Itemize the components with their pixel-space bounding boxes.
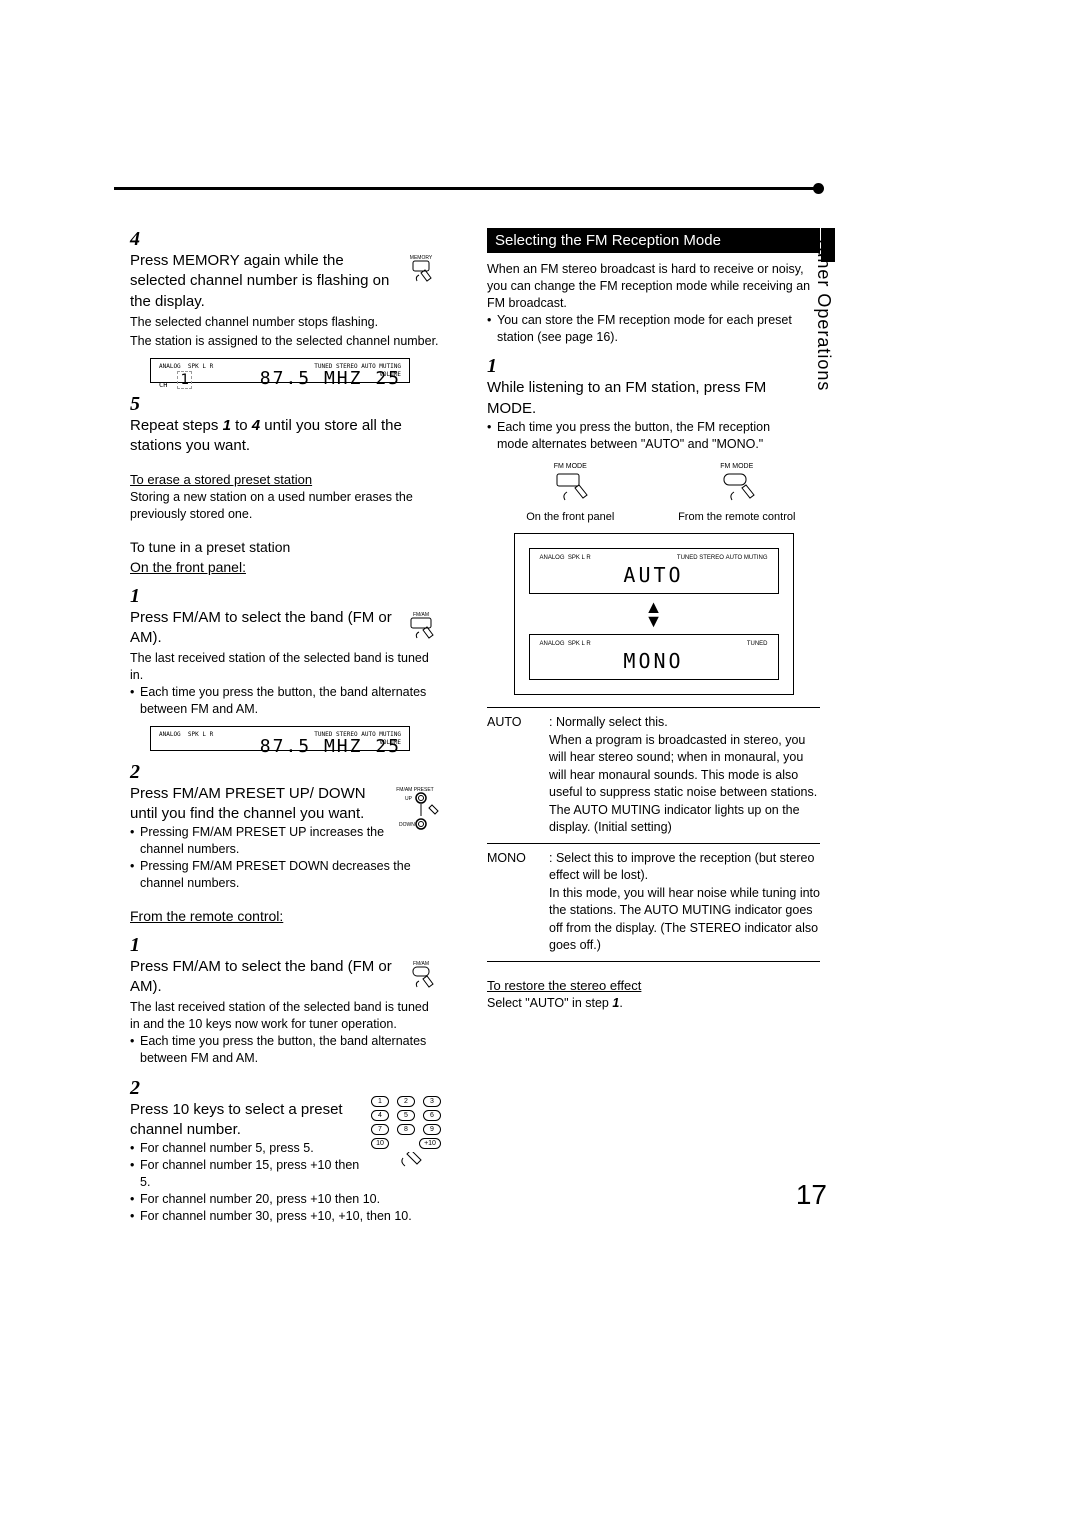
front-panel-step-1: 1 FM/AM Press FM/AM to select the band (… bbox=[130, 585, 463, 718]
lcd-display-2: ANALOG SPK L R TUNED STEREO AUTO MUTING … bbox=[150, 726, 410, 751]
button-illustrations: FM MODE On the front panel FM MODE From … bbox=[487, 463, 820, 523]
fp1-sub: The last received station of the selecte… bbox=[130, 650, 441, 684]
svg-text:FM/AM: FM/AM bbox=[413, 612, 429, 618]
step-text: 123 456 789 10+10 Press 10 keys to selec… bbox=[130, 1100, 441, 1225]
remote-control-heading: From the remote control: bbox=[130, 908, 463, 924]
mode-table: AUTO : Normally select this. When a prog… bbox=[487, 707, 820, 962]
step4-sub2: The station is assigned to the selected … bbox=[130, 333, 441, 350]
step-text: FM/AM Press FM/AM to select the band (FM… bbox=[130, 957, 441, 1067]
svg-text:FM/AM PRESET: FM/AM PRESET bbox=[396, 787, 434, 793]
right-column: Selecting the FM Reception Mode When an … bbox=[487, 228, 820, 1225]
mode-row-auto: AUTO : Normally select this. When a prog… bbox=[487, 708, 820, 844]
step-text: FM/AM PRESET UP DOWN Press FM/AM PRESET … bbox=[130, 784, 441, 892]
lcd-freq: 87.5 MHZ 25 bbox=[192, 368, 401, 389]
fmmode-front-icon bbox=[545, 470, 595, 508]
fp2-b1: Pressing FM/AM PRESET UP increases the c… bbox=[130, 824, 441, 858]
step-number: 5 bbox=[130, 393, 148, 416]
lcd-mono: ANALOG SPK L R TUNED MONO bbox=[529, 634, 779, 680]
lcd-display-1: ANALOG SPK L R TUNED STEREO AUTO MUTING … bbox=[150, 358, 410, 383]
svg-text:FM/AM: FM/AM bbox=[413, 961, 429, 967]
left-column: 4 MEMORY Press MEMORY again while the se… bbox=[130, 228, 463, 1225]
rc2-b3: For channel number 20, press +10 then 10… bbox=[130, 1191, 441, 1208]
intro-text: When an FM stereo broadcast is hard to r… bbox=[487, 261, 820, 312]
toggle-arrows-icon: ▲▼ bbox=[529, 600, 779, 629]
step1-bullet: Each time you press the button, the FM r… bbox=[487, 419, 798, 453]
mode-label-auto: AUTO bbox=[487, 714, 549, 837]
ind-analog: ANALOG bbox=[159, 363, 181, 370]
fp2-b2: Pressing FM/AM PRESET DOWN decreases the… bbox=[130, 858, 441, 892]
step-text: While listening to an FM station, press … bbox=[487, 378, 798, 452]
step-number: 2 bbox=[130, 761, 148, 784]
mode-desc-auto: : Normally select this. When a program i… bbox=[549, 714, 820, 837]
ind-ch: CH bbox=[159, 381, 167, 389]
fm-mode-step-1: 1 While listening to an FM station, pres… bbox=[487, 355, 820, 452]
front-panel-caption: On the front panel bbox=[495, 511, 645, 523]
front-panel-step-2: 2 FM/AM PRESET UP DOWN Press FM/AM PRESE… bbox=[130, 761, 463, 892]
lcd-auto-text: AUTO bbox=[540, 563, 768, 587]
lcd-auto: ANALOG SPK L R TUNED STEREO AUTO MUTING … bbox=[529, 548, 779, 594]
rc2-b2: For channel number 15, press +10 then 5. bbox=[130, 1157, 441, 1191]
step4-sub1: The selected channel number stops flashi… bbox=[130, 314, 441, 331]
svg-text:UP: UP bbox=[405, 796, 413, 802]
step-number: 2 bbox=[130, 1077, 148, 1100]
tune-heading: To tune in a preset station bbox=[130, 539, 463, 555]
rc2-main: Press 10 keys to select a preset channel… bbox=[130, 1101, 343, 1138]
memory-button-icon: MEMORY bbox=[401, 251, 441, 291]
step-text: FM/AM Press FM/AM to select the band (FM… bbox=[130, 608, 441, 718]
remote-caption: From the remote control bbox=[662, 511, 812, 523]
mode-label-mono: MONO bbox=[487, 850, 549, 955]
section-heading: Selecting the FM Reception Mode bbox=[487, 228, 820, 253]
ind-chnum: 1 bbox=[177, 371, 191, 389]
fmam-button-icon: FM/AM bbox=[401, 608, 441, 648]
rc2-b4: For channel number 30, press +10, +10, t… bbox=[130, 1208, 441, 1225]
step-number: 1 bbox=[130, 934, 148, 957]
fp1-main: Press FM/AM to select the band (FM or AM… bbox=[130, 609, 392, 646]
rc1-sub: The last received station of the selecte… bbox=[130, 999, 441, 1033]
fp1-bullet: Each time you press the button, the band… bbox=[130, 684, 441, 718]
step-text: MEMORY Press MEMORY again while the sele… bbox=[130, 251, 441, 350]
step-number: 1 bbox=[487, 355, 505, 378]
fp2-main: Press FM/AM PRESET UP/ DOWN until you fi… bbox=[130, 785, 366, 822]
erase-heading: To erase a stored preset station bbox=[130, 472, 463, 487]
remote-step-1: 1 FM/AM Press FM/AM to select the band (… bbox=[130, 934, 463, 1067]
restore-body: Select "AUTO" in step 1. bbox=[487, 995, 820, 1012]
remote-step-2: 2 123 456 789 10+10 Press 10 keys to sel… bbox=[130, 1077, 463, 1225]
svg-text:MEMORY: MEMORY bbox=[410, 255, 433, 261]
step-number: 4 bbox=[130, 228, 148, 251]
restore-heading: To restore the stereo effect bbox=[487, 978, 820, 993]
header-rule bbox=[114, 187, 814, 190]
rc1-bullet: Each time you press the button, the band… bbox=[130, 1033, 441, 1067]
step1-main: While listening to an FM station, press … bbox=[487, 379, 766, 416]
page-number: 17 bbox=[796, 1179, 827, 1211]
step-5: 5 Repeat steps 1 to 4 until you store al… bbox=[130, 393, 463, 457]
fmmode-remote-icon bbox=[712, 470, 762, 508]
page-content: 4 MEMORY Press MEMORY again while the se… bbox=[130, 228, 820, 1225]
fmmode-label-1: FM MODE bbox=[495, 463, 645, 470]
step-4: 4 MEMORY Press MEMORY again while the se… bbox=[130, 228, 463, 350]
step-text: Repeat steps 1 to 4 until you store all … bbox=[130, 416, 441, 457]
intro-bullet: You can store the FM reception mode for … bbox=[487, 312, 820, 346]
front-panel-heading: On the front panel: bbox=[130, 559, 463, 575]
lcd-mono-text: MONO bbox=[540, 649, 768, 673]
mode-row-mono: MONO : Select this to improve the recept… bbox=[487, 844, 820, 961]
step4-main: Press MEMORY again while the selected ch… bbox=[130, 252, 389, 310]
display-toggle-box: ANALOG SPK L R TUNED STEREO AUTO MUTING … bbox=[514, 533, 794, 696]
mode-desc-mono: : Select this to improve the reception (… bbox=[549, 850, 820, 955]
fmam-remote-icon: FM/AM bbox=[401, 957, 441, 997]
rc2-b1: For channel number 5, press 5. bbox=[130, 1140, 441, 1157]
step-number: 1 bbox=[130, 585, 148, 608]
rc1-main: Press FM/AM to select the band (FM or AM… bbox=[130, 958, 392, 995]
erase-body: Storing a new station on a used number e… bbox=[130, 489, 463, 523]
fmmode-label-2: FM MODE bbox=[662, 463, 812, 470]
